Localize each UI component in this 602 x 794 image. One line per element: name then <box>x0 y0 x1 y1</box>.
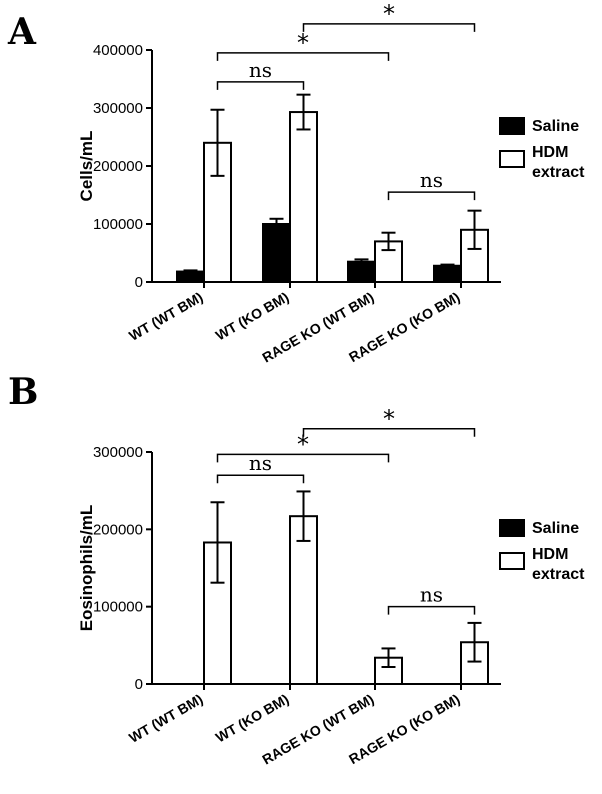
y-axis-label: Cells/mL <box>77 131 96 202</box>
legend-label-hdm-line1: HDM <box>532 546 568 563</box>
significance-bracket <box>216 474 305 484</box>
significance-bracket <box>216 52 390 61</box>
significance-star: * <box>297 29 309 57</box>
y-tick-label: 300000 <box>93 444 143 461</box>
chart-panel-b: B Eosinophils/mL 0 100000 200000 300000 WT (WT… <box>8 371 585 768</box>
legend-label-hdm-line1: HDM <box>532 144 568 161</box>
category-label: WT (WT BM) <box>126 289 205 344</box>
significance-star: * <box>383 0 395 28</box>
legend-label-hdm-line2: extract <box>532 164 585 181</box>
legend-label-saline: Saline <box>532 118 579 135</box>
category-label: WT (WT BM) <box>126 691 205 746</box>
legend-swatch-hdm <box>499 150 525 168</box>
panel-letter: B <box>8 371 38 413</box>
significance-star: * <box>383 405 395 433</box>
y-tick-label: 400000 <box>93 42 143 59</box>
y-axis-label: Eosinophils/mL <box>77 505 96 632</box>
legend-swatch-saline <box>499 117 525 135</box>
y-tick-label: 0 <box>135 274 143 291</box>
significance-ns: ns <box>420 583 443 607</box>
legend-label-hdm-line2: extract <box>532 566 585 583</box>
significance-ns: ns <box>249 58 272 82</box>
significance-bracket <box>302 428 476 437</box>
significance-ns: ns <box>249 451 272 475</box>
significance-bracket <box>387 605 476 615</box>
y-tick-label: 200000 <box>93 158 143 175</box>
significance-bracket <box>387 191 476 201</box>
y-tick-label: 100000 <box>93 599 143 616</box>
y-tick-label: 0 <box>135 676 143 693</box>
significance-bracket <box>216 453 390 463</box>
significance-ns: ns <box>420 168 443 192</box>
legend-swatch-hdm <box>499 552 525 570</box>
significance-star: * <box>297 430 309 458</box>
chart-panel-a: A Cells/mL 0 100000 200000 300000 400000 WT (WT… <box>7 0 585 366</box>
bar-hdm <box>289 515 318 685</box>
bar-hdm <box>289 111 318 283</box>
significance-bracket <box>216 81 305 90</box>
y-tick-label: 100000 <box>93 216 143 233</box>
bar-saline <box>262 223 291 283</box>
bar-saline <box>433 264 462 284</box>
y-tick-label: 300000 <box>93 100 143 117</box>
category-label: WT (KO BM) <box>213 691 292 746</box>
significance-bracket <box>302 23 476 32</box>
panel-letter: A <box>7 11 37 53</box>
legend-swatch-saline <box>499 519 525 537</box>
y-tick-label: 200000 <box>93 521 143 538</box>
category-label: WT (KO BM) <box>213 289 292 344</box>
legend-label-saline: Saline <box>532 520 579 537</box>
